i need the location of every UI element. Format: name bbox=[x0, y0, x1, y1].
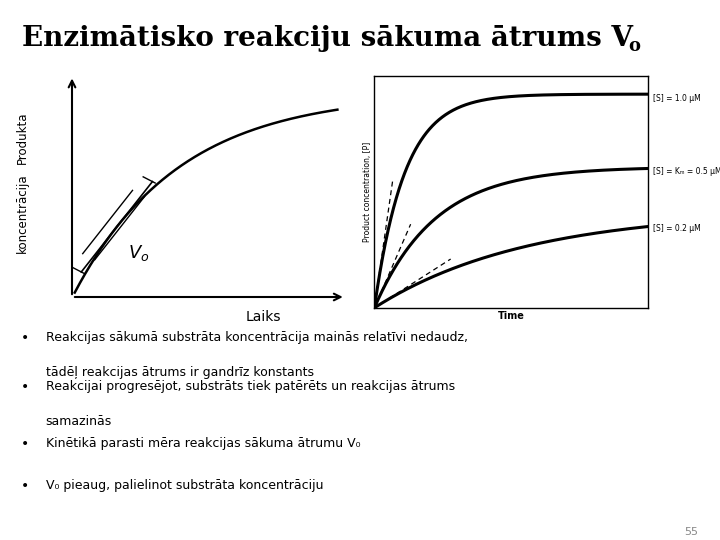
Text: Enzimātisko reakciju sākuma ātrums V: Enzimātisko reakciju sākuma ātrums V bbox=[22, 24, 633, 51]
Text: [S] = 0.2 μM: [S] = 0.2 μM bbox=[654, 224, 701, 233]
Text: Reakcijai progresējot, substrāts tiek patērēts un reakcijas ātrums: Reakcijai progresējot, substrāts tiek pa… bbox=[45, 380, 454, 393]
Text: 55: 55 bbox=[685, 527, 698, 537]
Text: [S] = 1.0 μM: [S] = 1.0 μM bbox=[654, 94, 701, 103]
Text: V₀ pieaug, palielinot substrāta koncentrāciju: V₀ pieaug, palielinot substrāta koncentr… bbox=[45, 480, 323, 492]
Text: Kinētikā parasti mēra reakcijas sākuma ātrumu V₀: Kinētikā parasti mēra reakcijas sākuma ā… bbox=[45, 437, 360, 450]
Text: •: • bbox=[22, 331, 30, 345]
Text: tādēļ reakcijas ātrums ir gandrīz konstants: tādēļ reakcijas ātrums ir gandrīz konsta… bbox=[45, 366, 313, 379]
Text: samazinās: samazinās bbox=[45, 415, 112, 428]
Text: koncentrācija: koncentrācija bbox=[17, 173, 30, 253]
Y-axis label: Product concentration, [P]: Product concentration, [P] bbox=[363, 141, 372, 242]
Text: $V_o$: $V_o$ bbox=[127, 244, 149, 264]
Text: Reakcijas sākumā substrāta koncentrācija mainās relatīvi nedaudz,: Reakcijas sākumā substrāta koncentrācija… bbox=[45, 331, 467, 344]
Text: [S] = Kₘ = 0.5 μM: [S] = Kₘ = 0.5 μM bbox=[654, 167, 720, 176]
Text: •: • bbox=[22, 480, 30, 493]
X-axis label: Time: Time bbox=[498, 310, 525, 321]
Text: o: o bbox=[628, 37, 640, 56]
Text: Produkta: Produkta bbox=[17, 111, 30, 164]
Text: •: • bbox=[22, 437, 30, 451]
Text: Laiks: Laiks bbox=[246, 310, 282, 325]
Text: •: • bbox=[22, 380, 30, 394]
